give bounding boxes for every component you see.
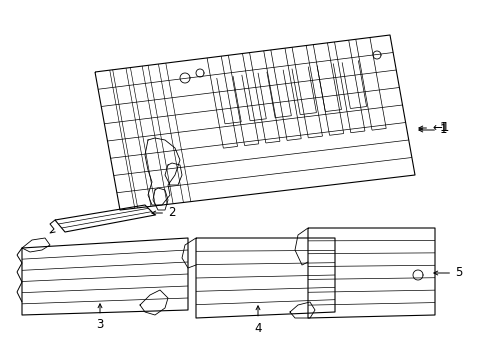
Text: 5: 5 xyxy=(433,266,462,279)
Text: ←1: ←1 xyxy=(418,121,448,135)
Text: 1: 1 xyxy=(439,121,447,135)
Text: 2: 2 xyxy=(152,207,175,220)
Text: 4: 4 xyxy=(254,306,261,334)
Text: 3: 3 xyxy=(96,304,103,332)
Text: 1: 1 xyxy=(418,123,447,136)
